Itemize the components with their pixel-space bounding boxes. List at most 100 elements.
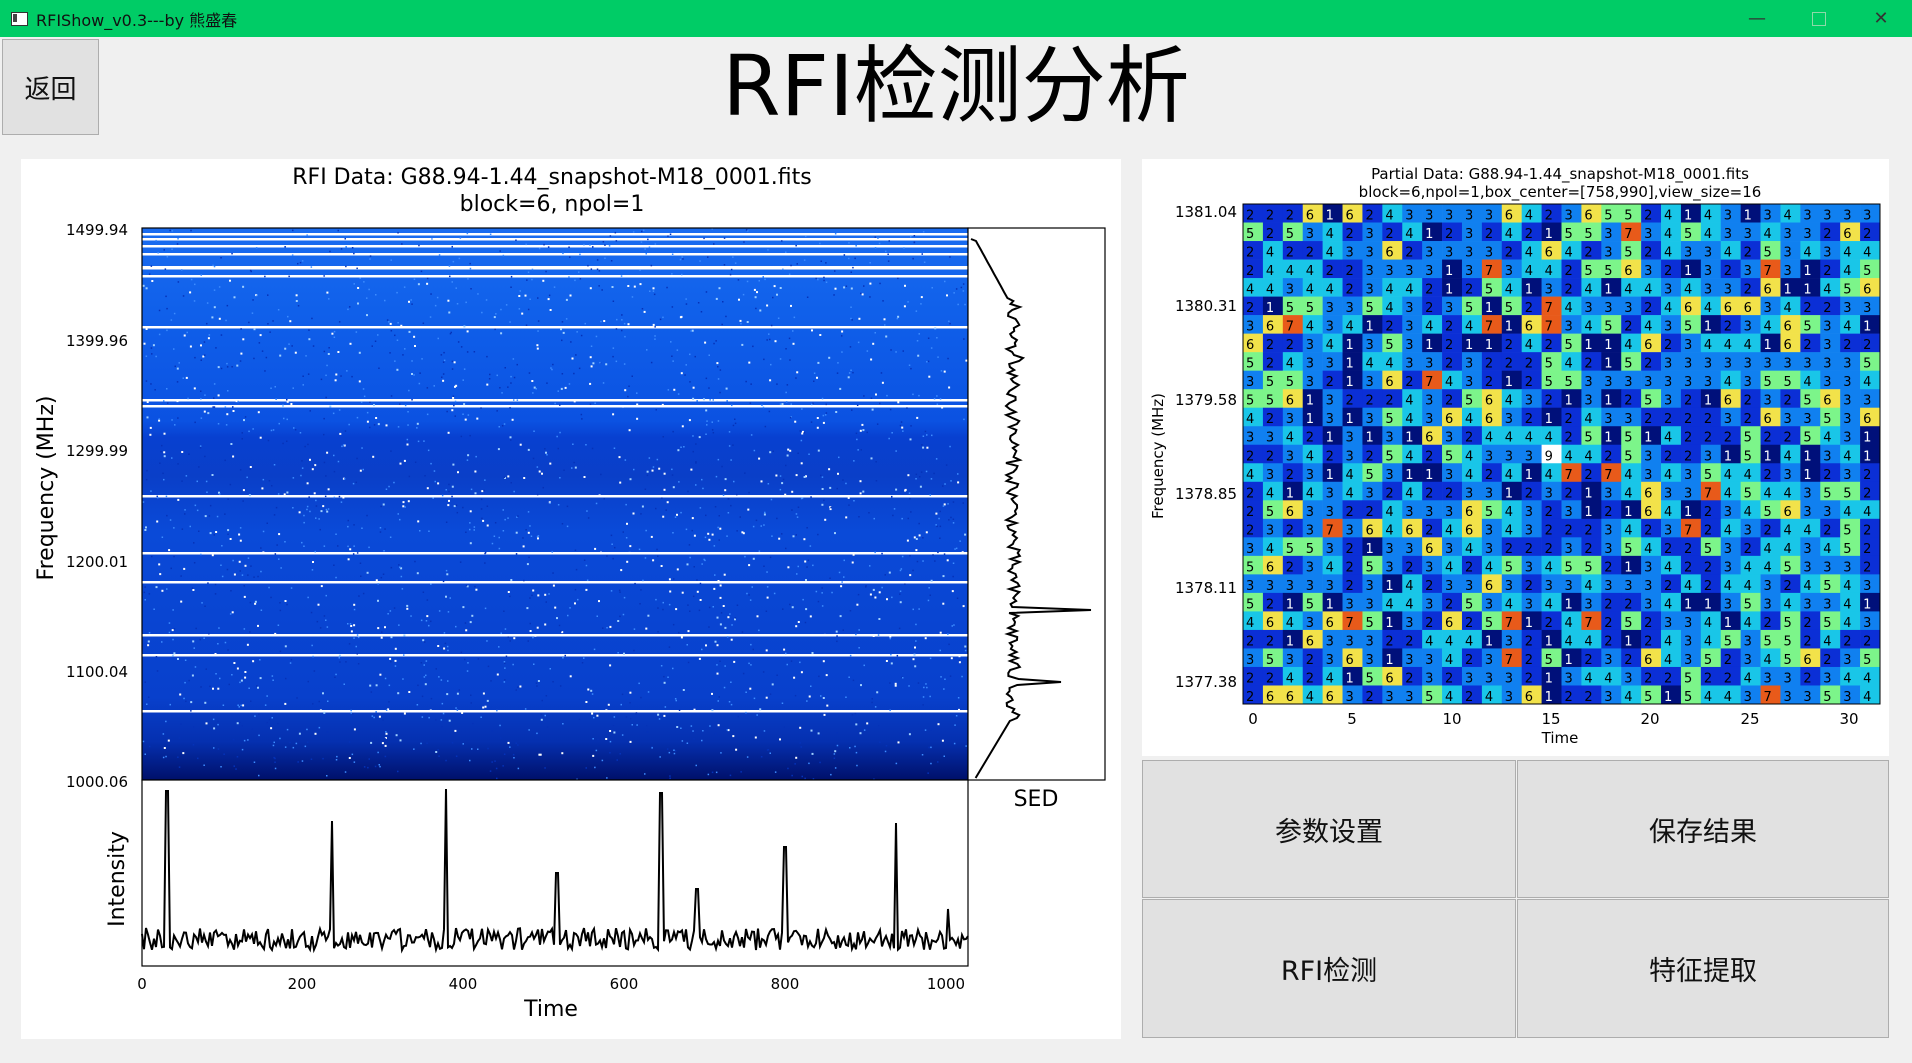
rfi-dot — [747, 508, 750, 511]
minimize-button[interactable]: — — [1748, 8, 1766, 29]
heatmap-cell-value: 4 — [1724, 523, 1732, 538]
noise-speck — [893, 508, 896, 510]
app-icon — [11, 11, 28, 26]
noise-speck — [855, 432, 858, 435]
heatmap-cell-value: 1 — [1764, 338, 1772, 353]
rfi-dot — [796, 371, 799, 374]
noise-speck — [650, 264, 653, 267]
rfi-dot — [193, 387, 196, 390]
rfi-dot — [894, 682, 897, 685]
heatmap-cell-value: 3 — [1385, 542, 1393, 557]
heatmap-cell — [1820, 574, 1841, 594]
noise-speck — [761, 404, 763, 406]
noise-speck — [406, 438, 409, 441]
noise-speck — [900, 421, 903, 423]
noise-speck — [441, 702, 444, 705]
back-button[interactable]: 返回 — [2, 39, 99, 135]
noise-speck — [426, 277, 429, 280]
noise-speck — [931, 434, 933, 437]
left-plot-xlabel: Time — [523, 997, 578, 1022]
heatmap-cell — [1700, 481, 1722, 501]
heatmap-cell — [1382, 333, 1403, 353]
noise-speck — [467, 278, 469, 280]
noise-speck — [442, 580, 445, 583]
noise-speck — [585, 444, 587, 446]
rfi-dot — [829, 486, 832, 489]
heatmap-cell — [1362, 259, 1383, 279]
noise-speck — [150, 490, 152, 492]
params-button[interactable]: 参数设置 — [1142, 760, 1516, 898]
noise-speck — [214, 583, 217, 586]
rfi-dot — [482, 692, 485, 695]
heatmap-cell — [1740, 204, 1761, 223]
heatmap-cell-value: 3 — [1306, 375, 1314, 390]
noise-speck — [796, 263, 798, 265]
noise-speck — [306, 508, 308, 511]
heatmap-cell — [1720, 555, 1741, 575]
rfi-dot — [156, 520, 159, 523]
noise-speck — [515, 689, 517, 691]
noise-speck — [195, 627, 197, 630]
heatmap-cell-value: 3 — [1764, 579, 1772, 594]
heatmap-cell-value: 3 — [1664, 357, 1672, 372]
maximize-button[interactable] — [1788, 0, 1850, 37]
noise-speck — [301, 760, 304, 762]
noise-speck — [527, 511, 530, 513]
rfi-dot — [217, 394, 220, 397]
noise-speck — [266, 695, 268, 697]
noise-speck — [912, 608, 914, 611]
heatmap-cell — [1481, 629, 1503, 649]
rfi-dot — [623, 652, 625, 655]
heatmap-cell — [1740, 259, 1761, 279]
heatmap-cell — [1541, 648, 1562, 668]
feature-extract-button[interactable]: 特征提取 — [1517, 899, 1889, 1038]
noise-speck — [927, 599, 930, 602]
close-button[interactable]: ✕ — [1873, 8, 1889, 29]
noise-speck — [362, 468, 364, 471]
save-results-button[interactable]: 保存结果 — [1517, 760, 1889, 898]
heatmap-cell-value: 4 — [1306, 264, 1314, 279]
rfi-dot — [598, 600, 600, 603]
noise-speck — [356, 653, 358, 655]
rfi-dot — [173, 652, 176, 655]
heatmap-cell — [1840, 204, 1861, 223]
heatmap-cell — [1860, 259, 1881, 279]
noise-speck — [358, 595, 360, 597]
noise-speck — [743, 241, 745, 243]
noise-speck — [566, 525, 569, 528]
heatmap-cell — [1740, 666, 1761, 686]
noise-speck — [825, 262, 827, 264]
heatmap-cell — [1243, 592, 1264, 612]
heatmap-cell — [1342, 518, 1363, 538]
partial-heatmap-frame — [1242, 203, 1881, 705]
rfi-dot — [821, 503, 824, 506]
noise-speck — [176, 381, 179, 383]
noise-speck — [500, 308, 502, 311]
heatmap-cell — [1760, 685, 1781, 705]
noise-speck — [174, 424, 176, 426]
rfi-dot — [724, 489, 727, 492]
noise-speck — [881, 586, 883, 589]
rfi-detect-button[interactable]: RFI检测 — [1142, 899, 1516, 1038]
noise-speck — [397, 426, 400, 428]
rfi-dot — [636, 403, 639, 406]
heatmap-cell-value: 2 — [1266, 209, 1274, 224]
heatmap-cell-value: 4 — [1843, 505, 1851, 520]
noise-speck — [782, 478, 785, 481]
noise-speck — [215, 673, 217, 675]
noise-speck — [935, 458, 938, 460]
noise-speck — [817, 600, 820, 603]
rfi-dot — [240, 679, 243, 682]
heatmap-cell-value: 2 — [1584, 690, 1592, 705]
heatmap-cell — [1442, 278, 1463, 297]
heatmap-cell-value: 3 — [1803, 542, 1811, 557]
heatmap-cell — [1541, 574, 1562, 594]
rfi-dot — [335, 373, 338, 376]
heatmap-cell-value: 5 — [1565, 375, 1573, 390]
noise-speck — [356, 267, 358, 270]
rfi-dot — [897, 741, 900, 744]
heatmap-cell — [1461, 481, 1483, 501]
noise-speck — [451, 368, 454, 370]
rfi-dot — [507, 591, 510, 593]
noise-speck — [672, 623, 675, 626]
